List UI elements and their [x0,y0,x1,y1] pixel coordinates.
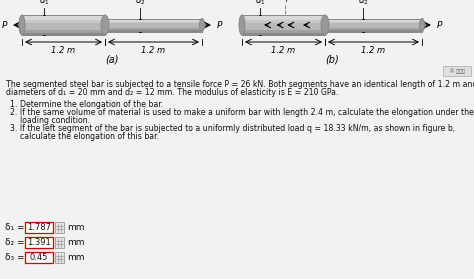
Bar [105,18,202,32]
Text: 1. Determine the elongation of the bar.: 1. Determine the elongation of the bar. [10,100,163,109]
Bar [22,20,105,23]
Ellipse shape [419,18,425,32]
Ellipse shape [101,15,109,35]
Bar [325,25,422,27]
Bar [22,18,105,20]
Text: 1.391: 1.391 [27,238,51,247]
Bar [325,28,422,30]
Text: 1.2 m: 1.2 m [141,46,165,55]
Bar [25,237,53,248]
Text: diameters of d₁ = 20 mm and d₂ = 12 mm. The modulus of elasticity is E = 210 GPa: diameters of d₁ = 20 mm and d₂ = 12 mm. … [6,88,338,97]
Bar [105,25,202,27]
Bar [325,27,422,29]
Bar [242,20,325,23]
Bar [22,15,105,18]
Bar [105,23,202,25]
Text: 1.787: 1.787 [27,223,51,232]
Text: 1.2 m: 1.2 m [362,46,385,55]
Bar [22,30,105,33]
Ellipse shape [239,15,245,35]
Bar [22,23,105,25]
Bar [105,18,202,21]
Bar [105,22,202,24]
Bar [242,18,325,20]
Text: $d_1$: $d_1$ [255,0,265,7]
Bar [242,15,325,35]
Text: mm: mm [67,238,84,247]
Text: 2. If the same volume of material is used to make a uniform bar with length 2.4 : 2. If the same volume of material is use… [10,108,474,117]
Bar [325,20,422,22]
Text: δ₃ =: δ₃ = [6,253,25,262]
Bar [325,30,422,32]
Bar [242,25,325,28]
Bar [22,15,105,35]
Bar [242,23,325,25]
Text: $P$: $P$ [436,20,443,30]
Ellipse shape [19,15,25,35]
Ellipse shape [321,15,329,35]
Ellipse shape [200,18,204,32]
Bar [105,20,202,22]
Bar [325,22,422,24]
Text: 1.2 m: 1.2 m [52,46,75,55]
Bar [22,32,105,35]
Text: $P$: $P$ [0,20,8,30]
Bar [22,28,105,30]
Text: $d_2$: $d_2$ [135,0,145,7]
Text: 3. If the left segment of the bar is subjected to a uniformly distributed load q: 3. If the left segment of the bar is sub… [10,124,455,133]
Text: mm: mm [67,253,84,262]
Text: © ⓒⓞⓢ: © ⓒⓞⓢ [449,68,465,74]
Text: mm: mm [67,223,84,232]
Text: $d_1$: $d_1$ [39,0,49,7]
Bar [325,18,422,21]
Bar [242,30,325,33]
Bar [25,222,53,233]
Bar [25,252,53,263]
Text: 0.45: 0.45 [30,253,48,262]
Bar [55,252,64,263]
Bar [22,25,105,28]
Text: The segmented steel bar is subjected to a tensile force P = 26 kN. Both segments: The segmented steel bar is subjected to … [6,80,474,89]
Bar [443,66,471,76]
Bar [105,28,202,30]
Text: $q$: $q$ [282,0,289,4]
Bar [242,32,325,35]
Bar [105,27,202,29]
Text: (a): (a) [105,55,119,65]
Text: δ₂ =: δ₂ = [6,238,25,247]
Bar [55,222,64,233]
Bar [325,23,422,25]
Text: calculate the elongation of this bar.: calculate the elongation of this bar. [10,132,159,141]
Bar [242,28,325,30]
Bar [55,237,64,248]
Text: δ₁ =: δ₁ = [6,223,25,232]
Text: $P$: $P$ [216,20,223,30]
Text: loading condition.: loading condition. [10,116,90,125]
Text: (b): (b) [325,55,339,65]
Bar [242,15,325,18]
Bar [325,18,422,32]
Text: 1.2 m: 1.2 m [272,46,296,55]
Text: $d_2$: $d_2$ [358,0,368,7]
Bar [105,30,202,32]
